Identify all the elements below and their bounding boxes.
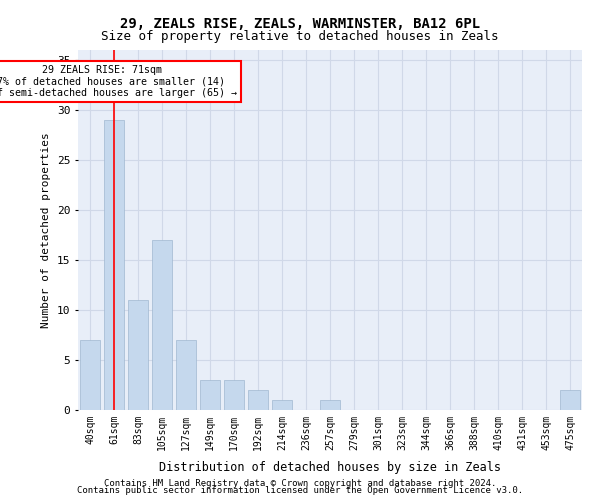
Bar — [80, 340, 100, 410]
Bar — [152, 240, 172, 410]
Text: 29, ZEALS RISE, ZEALS, WARMINSTER, BA12 6PL: 29, ZEALS RISE, ZEALS, WARMINSTER, BA12 … — [120, 18, 480, 32]
Bar — [224, 380, 244, 410]
Bar — [176, 340, 196, 410]
Text: Size of property relative to detached houses in Zeals: Size of property relative to detached ho… — [101, 30, 499, 43]
Y-axis label: Number of detached properties: Number of detached properties — [41, 132, 52, 328]
Bar — [320, 400, 340, 410]
Text: Contains public sector information licensed under the Open Government Licence v3: Contains public sector information licen… — [77, 486, 523, 495]
Bar — [272, 400, 292, 410]
Bar — [248, 390, 268, 410]
Bar — [104, 120, 124, 410]
Text: 29 ZEALS RISE: 71sqm
← 17% of detached houses are smaller (14)
78% of semi-detac: 29 ZEALS RISE: 71sqm ← 17% of detached h… — [0, 65, 237, 98]
Text: Contains HM Land Registry data © Crown copyright and database right 2024.: Contains HM Land Registry data © Crown c… — [104, 478, 496, 488]
Bar — [560, 390, 580, 410]
Bar — [200, 380, 220, 410]
X-axis label: Distribution of detached houses by size in Zeals: Distribution of detached houses by size … — [159, 461, 501, 474]
Bar — [128, 300, 148, 410]
